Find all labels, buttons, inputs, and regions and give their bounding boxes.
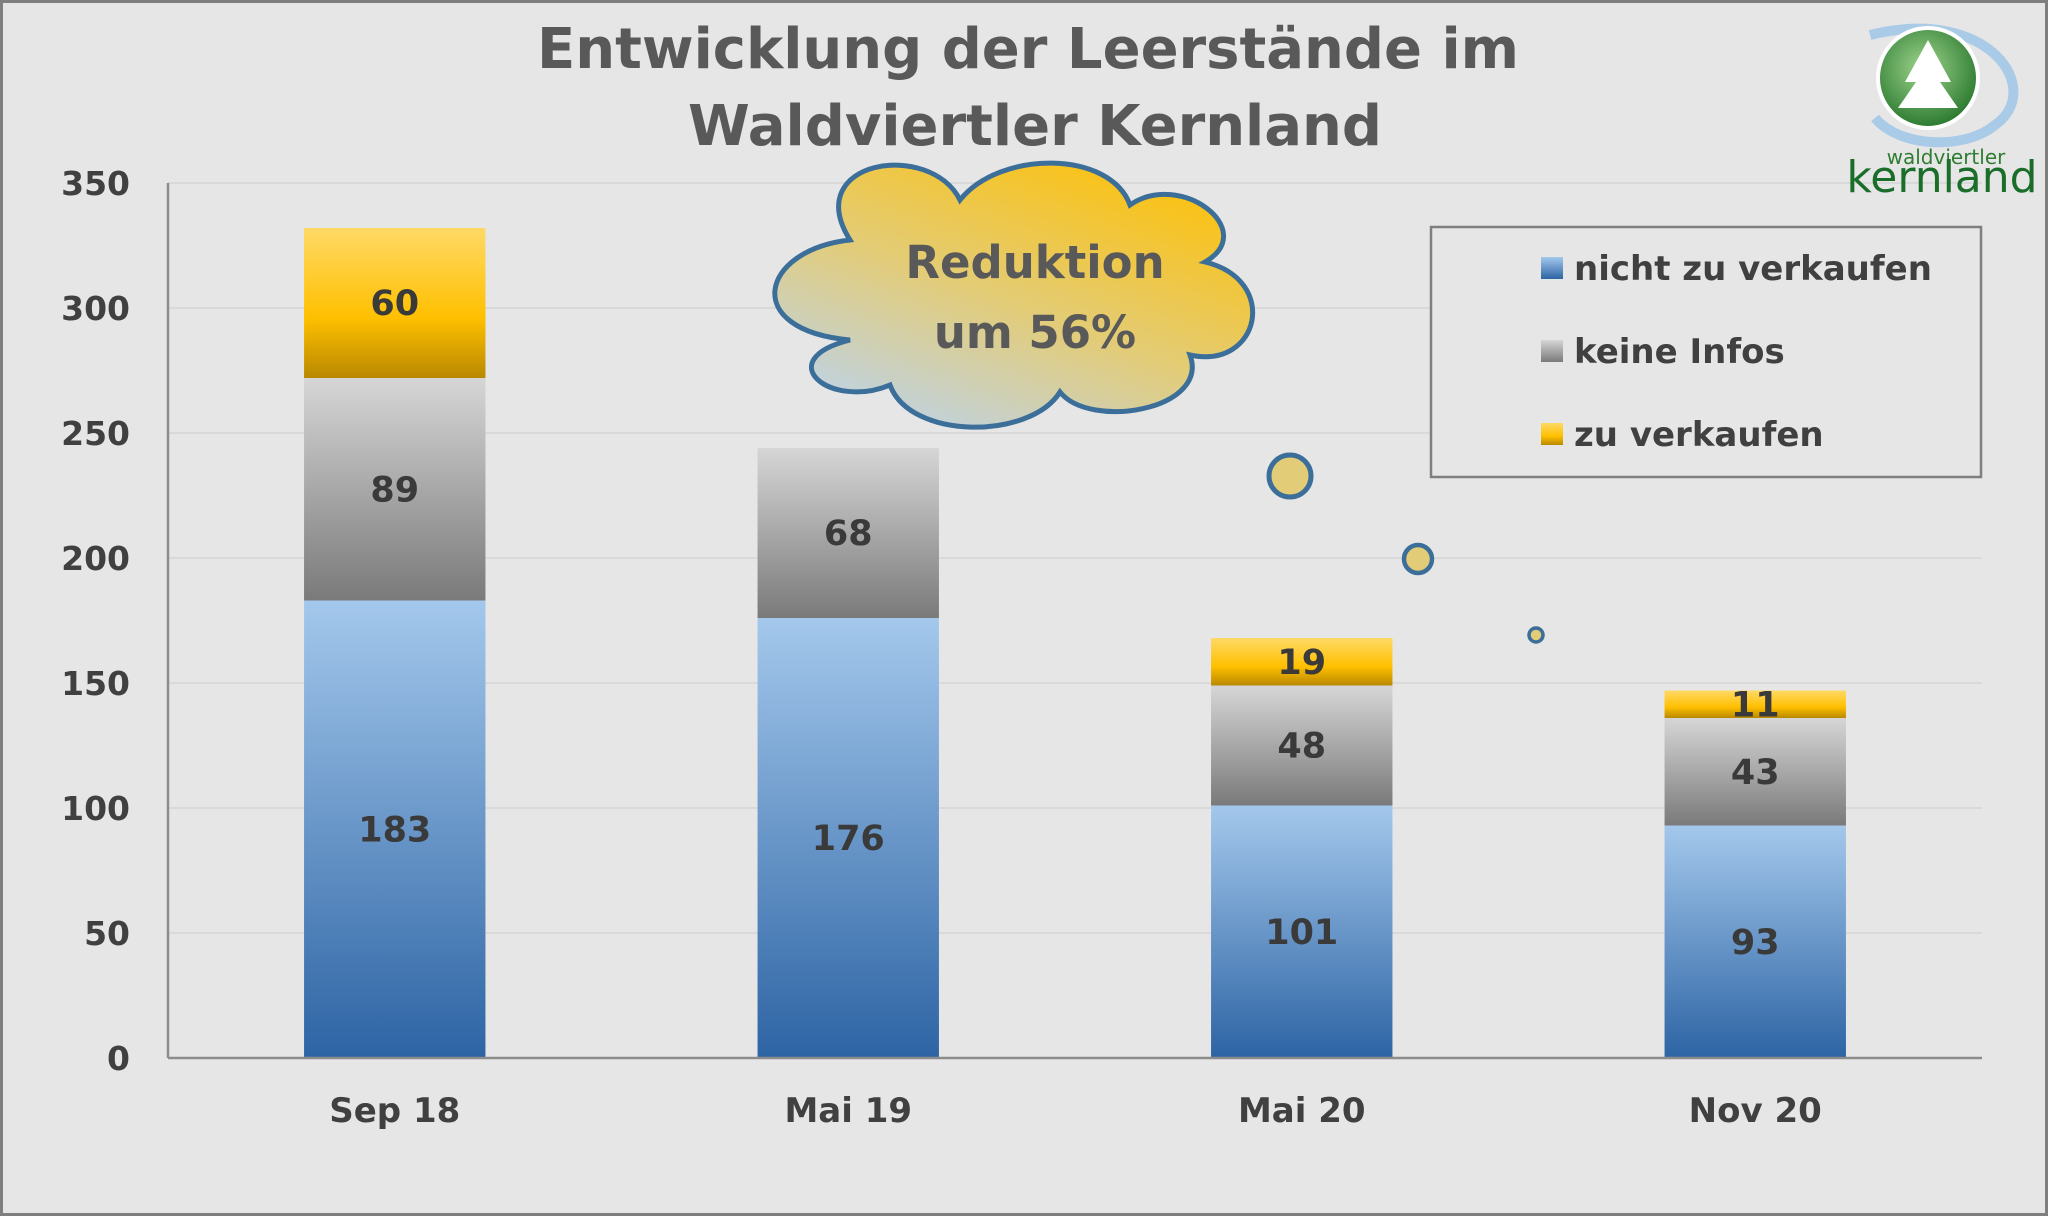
bar-nicht-zu-verkaufen-1 (304, 600, 486, 1058)
y-tick-label-0: 0 (107, 1039, 130, 1078)
x-category-label-3: Mai 20 (1238, 1091, 1366, 1131)
legend-swatch-zu-verkaufen (1541, 423, 1563, 445)
bars (304, 228, 1846, 1058)
chart-title-line-1: Entwicklung der Leerstände im (537, 17, 1519, 82)
legend-swatch-keine-infos (1541, 340, 1563, 362)
bar-keine-infos-3 (1211, 685, 1393, 806)
y-tick-label-100: 100 (61, 789, 130, 828)
logo-text-small: waldviertler (1887, 145, 2006, 169)
y-tick-label-50: 50 (84, 914, 130, 953)
y-tick-label-350: 350 (61, 164, 130, 203)
y-tick-label-200: 200 (61, 539, 130, 578)
bar-nicht-zu-verkaufen-4 (1664, 825, 1846, 1058)
data-label-keine-infos-4: 43 (1731, 753, 1780, 793)
y-tick-label-300: 300 (61, 289, 130, 328)
data-label-keine-infos-2: 68 (824, 514, 873, 554)
legend-swatch-nicht-zu-verkaufen (1541, 257, 1563, 279)
data-label-nicht-zu-verkaufen-3: 101 (1265, 913, 1338, 953)
data-label-nicht-zu-verkaufen-1: 183 (358, 810, 431, 850)
bar-zu-verkaufen-3 (1211, 638, 1393, 686)
bar-keine-infos-2 (757, 448, 939, 618)
bar-nicht-zu-verkaufen-2 (757, 618, 939, 1058)
logo-text-large: kernland (1846, 152, 2037, 203)
cloud-bubble-small (1527, 626, 1545, 644)
data-label-keine-infos-1: 89 (370, 470, 419, 510)
data-label-nicht-zu-verkaufen-4: 93 (1731, 923, 1780, 963)
bar-keine-infos-4 (1664, 718, 1846, 826)
x-category-label-1: Sep 18 (329, 1091, 460, 1131)
y-tick-label-250: 250 (61, 414, 130, 453)
cloud-shape (772, 160, 1256, 430)
bar-zu-verkaufen-4 (1664, 690, 1846, 718)
legend-label-zu-verkaufen: zu verkaufen (1574, 415, 1824, 455)
data-labels: 183 89 60 176 68 101 48 19 93 43 11 (358, 284, 1779, 963)
cloud-bubble-medium (1401, 542, 1435, 576)
kernland-logo: waldviertler kernland (1846, 23, 2038, 203)
x-category-label-4: Nov 20 (1689, 1091, 1822, 1131)
data-label-zu-verkaufen-4: 11 (1731, 685, 1780, 725)
chart-title-line-2: Waldviertler Kernland (688, 94, 1382, 159)
bar-keine-infos-1 (304, 378, 486, 601)
legend: nicht zu verkaufen keine Infos zu verkaufe… (1429, 225, 1983, 479)
data-label-nicht-zu-verkaufen-2: 176 (812, 819, 885, 859)
cloud-bubble-large (1266, 452, 1314, 500)
data-label-zu-verkaufen-3: 19 (1277, 643, 1326, 683)
annotation-cloud: Reduktion um 56% (772, 160, 1545, 644)
y-tick-label-150: 150 (61, 664, 130, 703)
data-label-zu-verkaufen-1: 60 (370, 284, 419, 324)
legend-label-keine-infos: keine Infos (1574, 332, 1785, 372)
y-axis-ticks: 0 50 100 150 200 250 300 350 (61, 164, 130, 1078)
x-axis-categories: Sep 18 Mai 19 Mai 20 Nov 20 (329, 1091, 1822, 1131)
bar-nicht-zu-verkaufen-3 (1211, 805, 1393, 1058)
bar-zu-verkaufen-1 (304, 228, 486, 378)
legend-label-nicht-zu-verkaufen: nicht zu verkaufen (1574, 249, 1932, 289)
data-label-keine-infos-3: 48 (1277, 727, 1326, 767)
cloud-text-line-2: um 56% (934, 306, 1136, 359)
legend-box (1429, 225, 1983, 479)
x-category-label-2: Mai 19 (784, 1091, 912, 1131)
tree-icon (1898, 40, 1958, 108)
cloud-text-line-1: Reduktion (905, 236, 1164, 289)
